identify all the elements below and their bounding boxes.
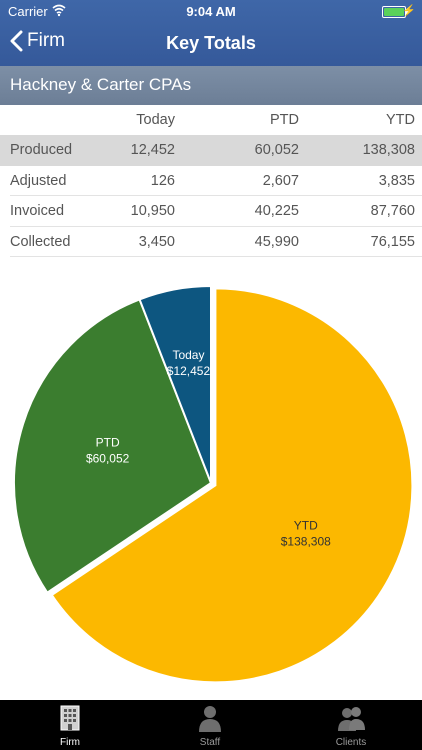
pie-wedge [50,287,414,684]
slice-label: YTD [294,519,318,533]
tab-staff[interactable]: Staff [170,700,250,750]
table-row-invoiced[interactable]: Invoiced 10,950 40,225 87,760 [0,196,422,227]
slice-value-label: $12,452 [167,364,211,378]
cell-ytd: 76,155 [370,233,415,250]
table-header: Today PTD YTD [0,105,422,135]
cell-ptd: 2,607 [262,172,299,189]
status-time: 9:04 AM [186,4,236,19]
slice-label: PTD [96,435,120,449]
cell-ptd: 45,990 [254,233,299,250]
cell-today: 126 [150,172,175,189]
carrier-label: Carrier [8,4,48,19]
charging-icon: ⚡ [402,5,416,17]
cell-ytd: 87,760 [370,203,415,219]
tab-bar: Firm Staff Clients [0,700,422,750]
slice-value-label: $138,308 [281,535,331,549]
wifi-icon [52,4,66,17]
cell-ptd: 40,225 [254,203,299,219]
row-label: Invoiced [10,203,65,219]
status-bar: Carrier 9:04 AM ⚡ [0,0,422,22]
tab-clients[interactable]: Clients [311,700,391,750]
cell-ytd: 138,308 [362,142,415,158]
header-today: Today [136,112,175,128]
pie-slice-today[interactable]: Today $12,452 [138,284,212,484]
people-icon [338,707,365,731]
back-label: Firm [27,30,65,51]
cell-today: 10,950 [130,203,175,219]
building-icon [60,705,80,731]
produced-pie-chart: YTD $138,308 PTD $60,052 Today $12,452 [13,284,414,684]
pie-wedge [138,284,212,484]
table-row-produced[interactable]: Produced 12,452 60,052 138,308 [0,135,422,166]
row-label: Collected [10,233,71,250]
page-title: Key Totals [166,33,256,53]
tab-label: Firm [60,737,80,748]
row-label: Produced [10,142,73,158]
cell-ptd: 60,052 [254,142,299,158]
pie-slice-ptd[interactable]: PTD $60,052 [13,298,213,595]
table-row-adjusted[interactable]: Adjusted 126 2,607 3,835 [0,166,422,197]
firm-header: Hackney & Carter CPAs [0,66,422,105]
tab-label: Staff [199,737,221,748]
cell-today: 12,452 [130,142,175,158]
header-ptd: PTD [270,112,299,128]
totals-table: Today PTD YTD Produced 12,452 60,052 138… [0,105,422,257]
table-row-collected[interactable]: Collected 3,450 45,990 76,155 [0,227,422,258]
top-bar: Carrier 9:04 AM ⚡ Firm Key Totals [0,0,422,66]
cell-ytd: 3,835 [378,172,415,189]
cell-today: 3,450 [138,233,175,250]
row-label: Adjusted [10,172,67,189]
tab-firm[interactable]: Firm [30,700,110,750]
header-ytd: YTD [386,112,415,128]
firm-name: Hackney & Carter CPAs [10,75,192,94]
person-icon [199,706,221,732]
pie-slice-ytd[interactable]: YTD $138,308 [50,287,414,684]
pie-wedge [13,298,213,595]
tab-label: Clients [335,737,367,748]
back-button[interactable]: Firm [10,30,65,52]
slice-value-label: $60,052 [86,451,130,465]
slice-label: Today [172,348,204,362]
battery-icon [382,6,408,18]
chevron-left-icon [10,30,23,52]
navigation-bar: Firm Key Totals [0,22,422,66]
